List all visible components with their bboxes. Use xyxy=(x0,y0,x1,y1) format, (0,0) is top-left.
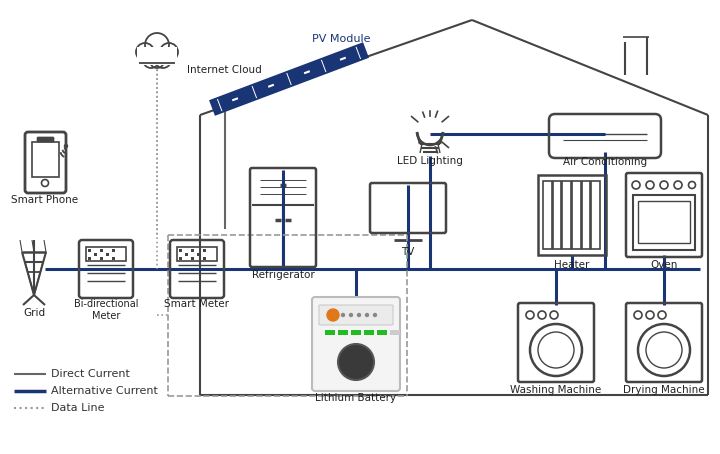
Bar xyxy=(203,249,206,252)
FancyBboxPatch shape xyxy=(37,137,54,142)
Bar xyxy=(364,330,374,335)
Text: Data Line: Data Line xyxy=(51,403,104,413)
Bar xyxy=(351,330,361,335)
Bar xyxy=(191,257,194,260)
Text: PV Module: PV Module xyxy=(312,34,371,44)
Bar xyxy=(543,181,552,249)
Bar xyxy=(562,181,571,249)
Bar xyxy=(582,181,590,249)
Bar xyxy=(179,257,182,260)
Bar xyxy=(32,142,59,177)
Text: Bi-directional
Meter: Bi-directional Meter xyxy=(73,299,138,321)
Bar xyxy=(185,253,188,256)
Bar xyxy=(88,257,91,260)
Text: Alternative Current: Alternative Current xyxy=(51,386,158,396)
Text: Direct Current: Direct Current xyxy=(51,369,130,379)
Circle shape xyxy=(145,33,169,57)
Bar xyxy=(338,330,348,335)
Text: Grid: Grid xyxy=(23,308,45,318)
Circle shape xyxy=(358,314,361,316)
Circle shape xyxy=(150,54,164,68)
Bar xyxy=(197,253,200,256)
Circle shape xyxy=(65,144,68,148)
Bar xyxy=(203,257,206,260)
Circle shape xyxy=(136,43,154,61)
Circle shape xyxy=(349,314,353,316)
Text: Drying Machine: Drying Machine xyxy=(624,385,705,395)
Bar xyxy=(390,330,400,335)
Text: Oven: Oven xyxy=(650,260,678,270)
Text: Lithium Battery: Lithium Battery xyxy=(315,393,397,403)
Bar xyxy=(94,253,97,256)
Bar xyxy=(106,253,109,256)
Text: Washing Machine: Washing Machine xyxy=(510,385,602,395)
Text: Air Conditioning: Air Conditioning xyxy=(563,157,647,167)
Bar xyxy=(325,330,335,335)
Text: Refrigerator: Refrigerator xyxy=(251,270,315,280)
Bar xyxy=(538,175,606,255)
FancyBboxPatch shape xyxy=(319,305,393,325)
Bar xyxy=(86,247,126,261)
Circle shape xyxy=(155,52,171,68)
Bar xyxy=(633,195,695,250)
Bar xyxy=(591,181,600,249)
Circle shape xyxy=(341,314,344,316)
Bar xyxy=(100,249,103,252)
Bar xyxy=(112,249,115,252)
Bar xyxy=(572,181,580,249)
Bar xyxy=(179,249,182,252)
Circle shape xyxy=(160,43,178,61)
Bar xyxy=(88,249,91,252)
Text: TV: TV xyxy=(401,247,415,257)
Text: Heater: Heater xyxy=(554,260,590,270)
FancyBboxPatch shape xyxy=(312,297,400,391)
Bar xyxy=(100,257,103,260)
Circle shape xyxy=(143,52,159,68)
Bar xyxy=(137,47,177,65)
Text: LED Lighting: LED Lighting xyxy=(397,156,463,166)
Circle shape xyxy=(327,309,339,321)
Circle shape xyxy=(338,344,374,380)
Bar xyxy=(177,247,217,261)
Text: Smart Meter: Smart Meter xyxy=(164,299,230,309)
Circle shape xyxy=(374,314,377,316)
Bar xyxy=(638,201,690,243)
Circle shape xyxy=(366,314,369,316)
Bar xyxy=(191,249,194,252)
Bar xyxy=(553,181,562,249)
Text: Smart Phone: Smart Phone xyxy=(12,195,78,205)
Bar xyxy=(112,257,115,260)
Text: Internet Cloud: Internet Cloud xyxy=(187,65,262,75)
Bar xyxy=(377,330,387,335)
